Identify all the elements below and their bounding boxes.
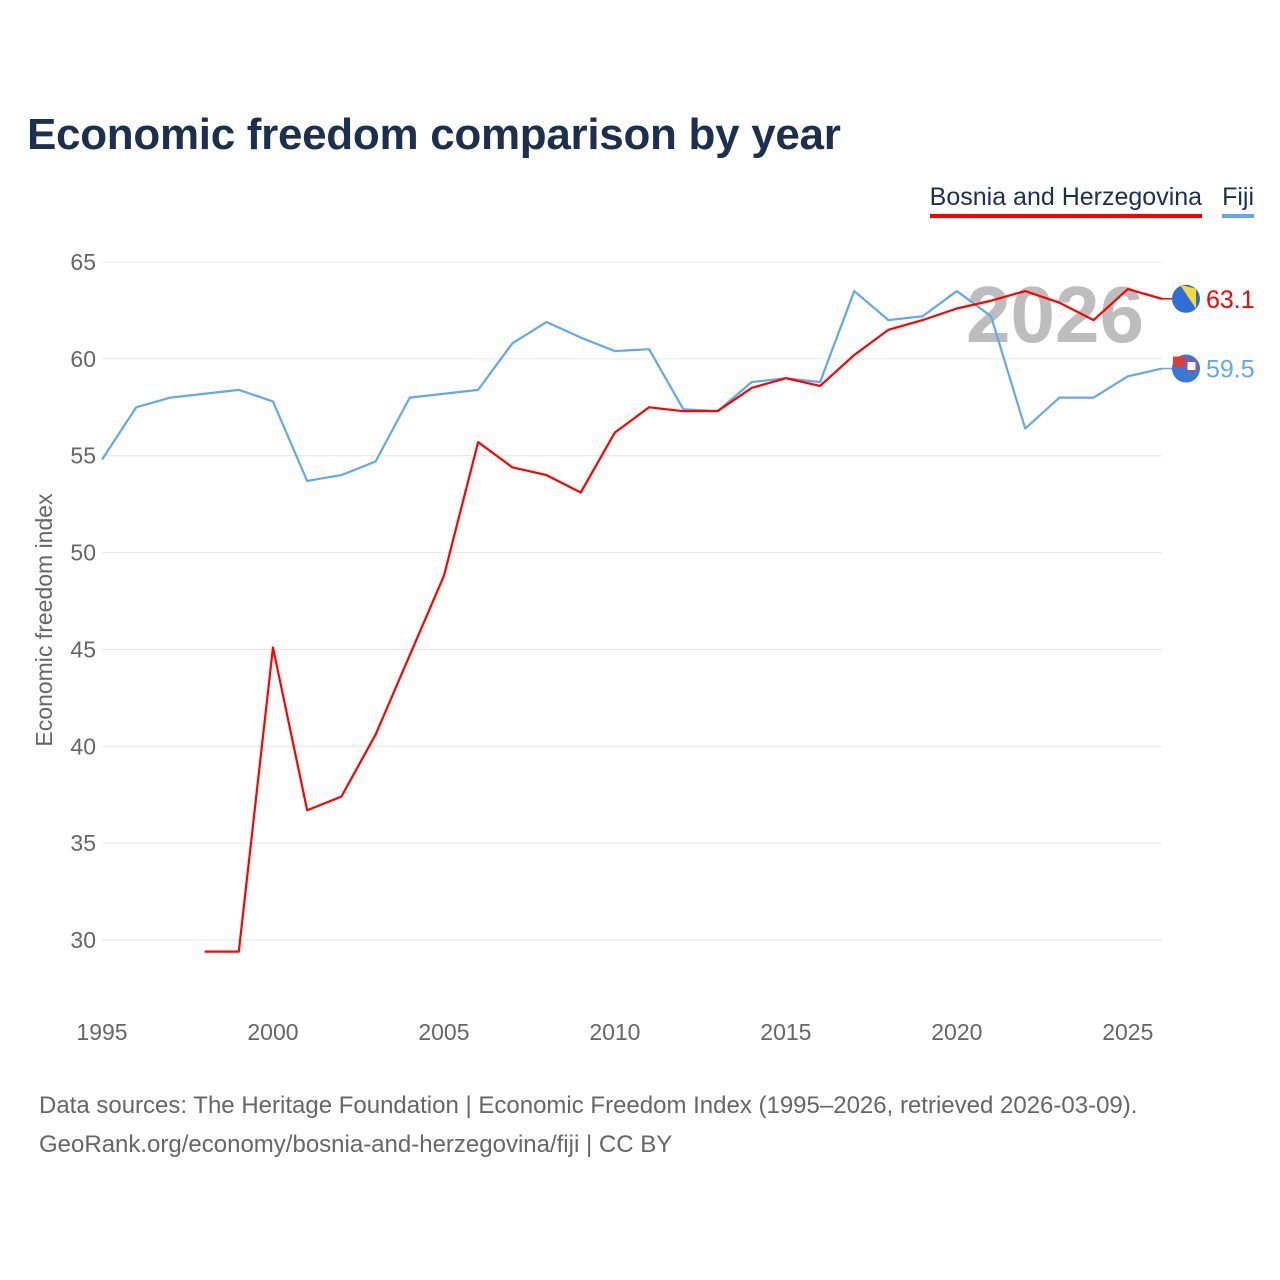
y-axis-label: Economic freedom index [31, 493, 57, 747]
series-line-fiji [101, 289, 1163, 482]
fiji-flag-union [1173, 356, 1185, 367]
end-value-label: 59.5 [1206, 356, 1255, 384]
y-tick-label: 55 [70, 443, 96, 469]
x-tick-label: 2015 [760, 1019, 811, 1045]
x-tick-label: 2025 [1102, 1019, 1153, 1045]
source-line-1: Data sources: The Heritage Foundation | … [39, 1092, 1138, 1119]
year-watermark: 2026 [966, 270, 1144, 359]
x-tick-label: 2010 [589, 1019, 640, 1045]
y-tick-label: 45 [70, 636, 96, 662]
end-value-label: 63.1 [1206, 286, 1255, 314]
y-tick-label: 60 [70, 346, 96, 372]
y-tick-label: 50 [70, 540, 96, 566]
y-tick-label: 40 [70, 733, 96, 759]
y-tick-label: 35 [70, 830, 96, 856]
fiji-flag-shield [1186, 361, 1197, 372]
legend: Bosnia and Herzegovina Fiji [929, 183, 1254, 218]
x-tick-label: 2000 [247, 1019, 298, 1045]
x-tick-label: 1995 [76, 1019, 127, 1045]
chart-title: Economic freedom comparison by year [27, 110, 841, 159]
source-note: Data sources: The Heritage Foundation | … [39, 1086, 1137, 1164]
bosnia-flag-triangle [1180, 284, 1196, 309]
series-line-bosnia-and-herzegovina [204, 288, 1163, 953]
y-tick-label: 30 [70, 927, 96, 953]
x-tick-label: 2005 [418, 1019, 469, 1045]
x-tick-label: 2020 [931, 1019, 982, 1045]
y-tick-label: 65 [70, 249, 96, 275]
legend-item-bosnia[interactable]: Bosnia and Herzegovina [929, 183, 1203, 218]
source-line-2[interactable]: GeoRank.org/economy/bosnia-and-herzegovi… [39, 1131, 673, 1158]
legend-item-fiji[interactable]: Fiji [1222, 183, 1254, 218]
